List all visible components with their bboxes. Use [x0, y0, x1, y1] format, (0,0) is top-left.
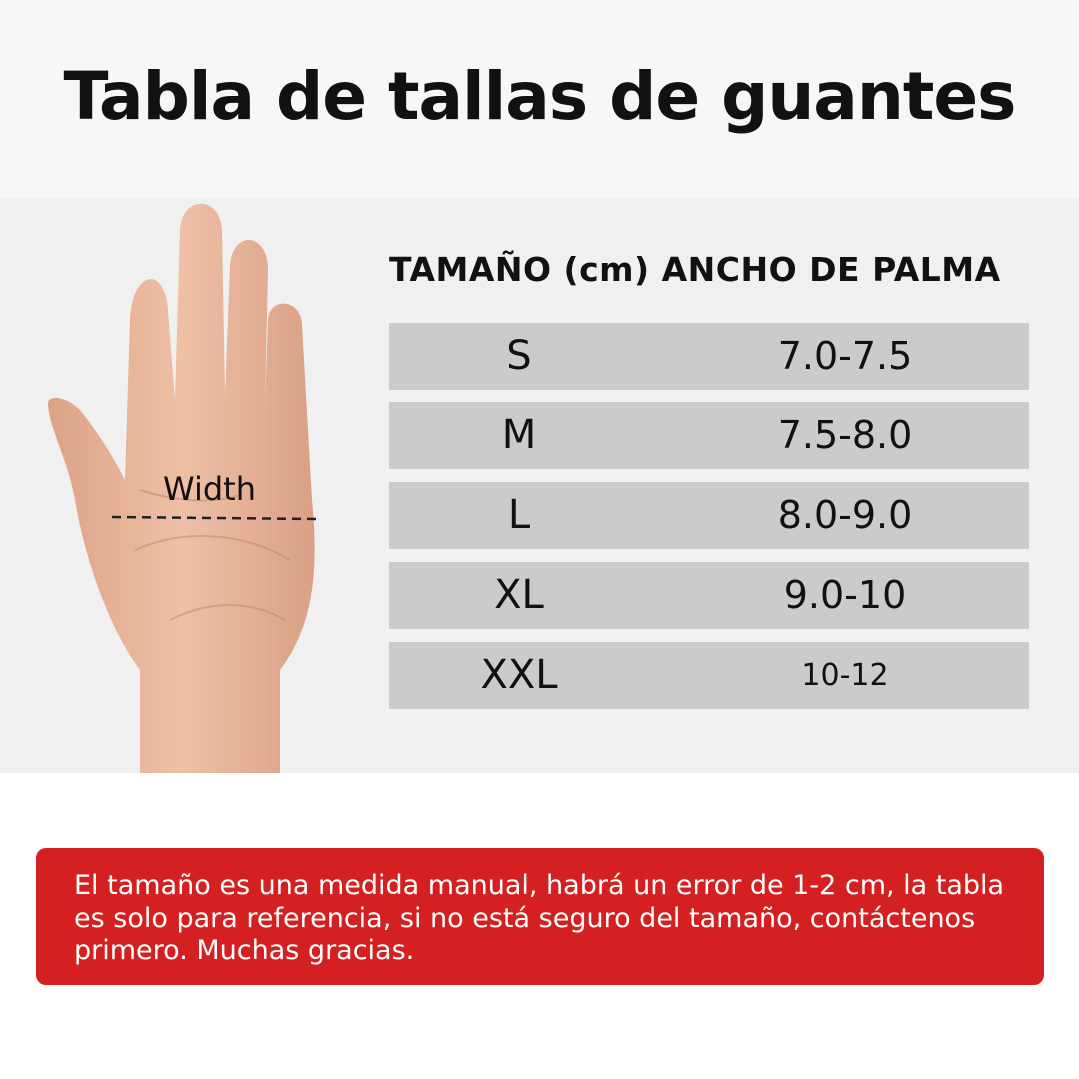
width-cell: 10-12 — [801, 658, 889, 693]
table-row: M 7.5-8.0 — [389, 402, 1029, 469]
disclaimer-text: El tamaño es una medida manual, habrá un… — [74, 870, 1005, 966]
table-header: TAMAÑO (cm) ANCHO DE PALMA — [389, 250, 1001, 289]
size-cell: XXL — [480, 652, 558, 698]
disclaimer-box: El tamaño es una medida manual, habrá un… — [36, 848, 1044, 985]
size-cell: S — [506, 333, 532, 379]
table-row: L 8.0-9.0 — [389, 482, 1029, 549]
table-row: XXL 10-12 — [389, 642, 1029, 709]
size-cell: M — [501, 412, 537, 458]
width-cell: 7.0-7.5 — [777, 334, 913, 378]
width-cell: 7.5-8.0 — [777, 413, 913, 457]
width-cell: 8.0-9.0 — [777, 493, 913, 537]
size-cell: L — [507, 492, 531, 538]
size-cell: XL — [494, 572, 544, 618]
page-title: Tabla de tallas de guantes — [63, 58, 1017, 135]
table-row: XL 9.0-10 — [389, 562, 1029, 629]
table-row: S 7.0-7.5 — [389, 323, 1029, 390]
hand-illustration — [47, 203, 319, 773]
width-label: Width — [163, 470, 256, 508]
width-cell: 9.0-10 — [783, 573, 907, 617]
